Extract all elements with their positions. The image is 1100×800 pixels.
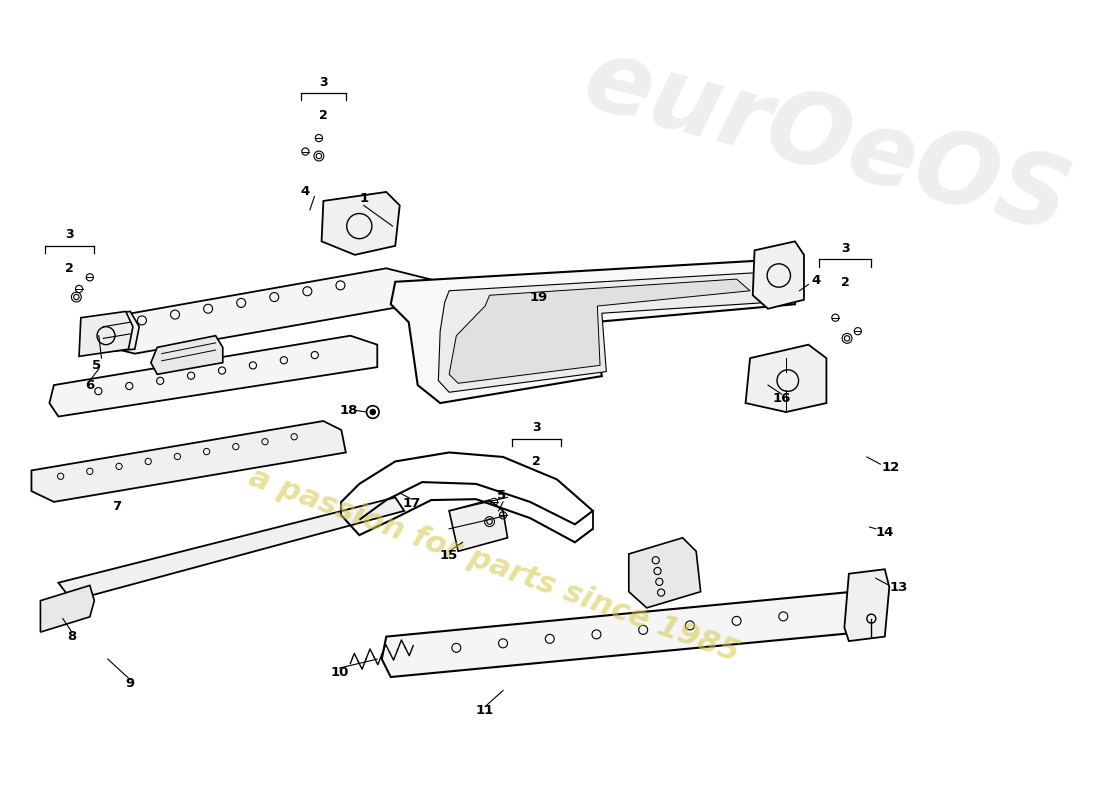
Text: 10: 10: [330, 666, 349, 679]
Text: 19: 19: [530, 290, 548, 303]
Text: 11: 11: [476, 704, 494, 717]
Text: 13: 13: [889, 581, 908, 594]
Polygon shape: [629, 538, 701, 608]
Text: 4: 4: [811, 274, 821, 287]
Text: 3: 3: [842, 242, 849, 255]
Text: eurOeOS: eurOeOS: [573, 31, 1080, 254]
Text: 3: 3: [532, 422, 540, 434]
Text: 14: 14: [876, 526, 894, 539]
Text: 2: 2: [532, 455, 540, 468]
Polygon shape: [32, 421, 345, 502]
Polygon shape: [50, 336, 377, 417]
Text: 5: 5: [91, 359, 101, 372]
Text: 18: 18: [339, 404, 358, 417]
Text: 3: 3: [319, 76, 328, 89]
Text: 1: 1: [360, 192, 368, 205]
Text: 12: 12: [882, 462, 900, 474]
Polygon shape: [41, 586, 95, 632]
Text: 17: 17: [403, 497, 420, 510]
Text: 2: 2: [840, 275, 849, 289]
Polygon shape: [390, 259, 800, 403]
Polygon shape: [80, 268, 440, 354]
Text: 2: 2: [319, 110, 328, 122]
Polygon shape: [449, 279, 750, 383]
Text: 3: 3: [65, 228, 74, 242]
Polygon shape: [746, 345, 826, 412]
Text: 8: 8: [67, 630, 77, 643]
Polygon shape: [439, 273, 772, 392]
Text: 2: 2: [65, 262, 74, 275]
Text: 6: 6: [85, 378, 95, 391]
Polygon shape: [382, 592, 862, 677]
Text: 16: 16: [772, 392, 791, 405]
Polygon shape: [449, 500, 507, 551]
Circle shape: [370, 410, 375, 414]
Polygon shape: [79, 311, 133, 356]
Polygon shape: [58, 498, 404, 601]
Polygon shape: [752, 242, 804, 309]
Polygon shape: [86, 311, 140, 354]
Text: 15: 15: [440, 550, 459, 562]
Text: a passion for parts since 1985: a passion for parts since 1985: [245, 462, 743, 667]
Polygon shape: [321, 192, 399, 255]
Polygon shape: [151, 336, 223, 374]
Polygon shape: [845, 570, 889, 641]
Text: 9: 9: [125, 677, 135, 690]
Text: 4: 4: [300, 186, 310, 198]
Text: 7: 7: [112, 500, 121, 513]
Text: 5: 5: [497, 489, 506, 502]
